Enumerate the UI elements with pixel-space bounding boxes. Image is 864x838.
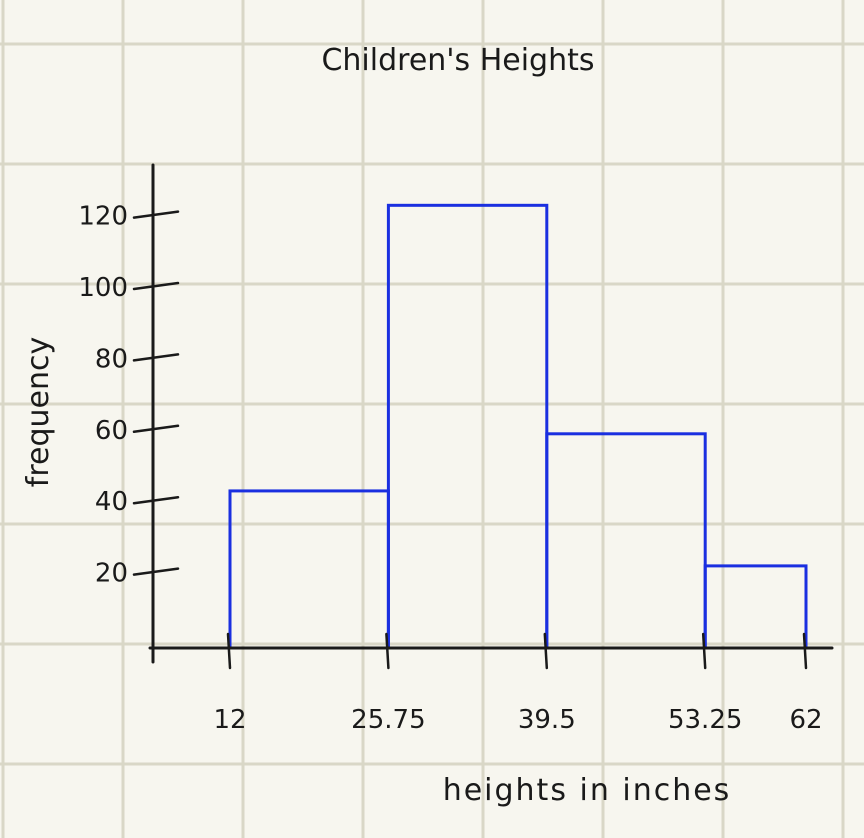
x-tick-mark bbox=[385, 632, 390, 670]
x-tick-label: 62 bbox=[789, 705, 822, 735]
y-tick-label: 80 bbox=[95, 344, 128, 374]
histogram-bars bbox=[228, 203, 808, 650]
y-tick-mark bbox=[132, 495, 180, 505]
y-tick-label: 20 bbox=[95, 559, 128, 589]
y-axis-ticks: 20 40 60 80 100 120 bbox=[78, 202, 180, 589]
x-tick-label: 12 bbox=[213, 705, 246, 735]
histogram-bar-3 bbox=[545, 432, 707, 650]
x-tick-mark bbox=[701, 632, 707, 670]
histogram-bar-2 bbox=[386, 203, 549, 650]
y-tick-mark bbox=[132, 567, 180, 576]
histogram-bar-4 bbox=[703, 564, 808, 650]
y-tick-mark bbox=[132, 424, 180, 434]
y-tick-label: 40 bbox=[95, 487, 128, 517]
x-tick-label: 39.5 bbox=[518, 705, 576, 735]
histogram-bar-1 bbox=[228, 489, 390, 650]
y-tick-label: 100 bbox=[78, 273, 128, 303]
y-tick-label: 120 bbox=[78, 202, 128, 232]
y-tick-label: 60 bbox=[95, 416, 128, 446]
x-axis-ticks: 12 25.75 39.5 53.25 62 bbox=[213, 632, 823, 735]
x-tick-mark bbox=[543, 632, 549, 670]
chart-title: Children's Heights bbox=[321, 43, 594, 78]
y-tick-mark bbox=[132, 210, 180, 219]
y-tick-mark bbox=[132, 281, 180, 291]
x-tick-mark bbox=[226, 632, 232, 670]
y-axis-label: frequency bbox=[21, 337, 56, 487]
y-tick-mark bbox=[132, 353, 180, 362]
x-tick-mark bbox=[802, 632, 808, 670]
x-tick-label: 53.25 bbox=[668, 705, 742, 735]
x-tick-label: 25.75 bbox=[351, 705, 425, 735]
x-axis-label: heights in inches bbox=[443, 773, 732, 808]
